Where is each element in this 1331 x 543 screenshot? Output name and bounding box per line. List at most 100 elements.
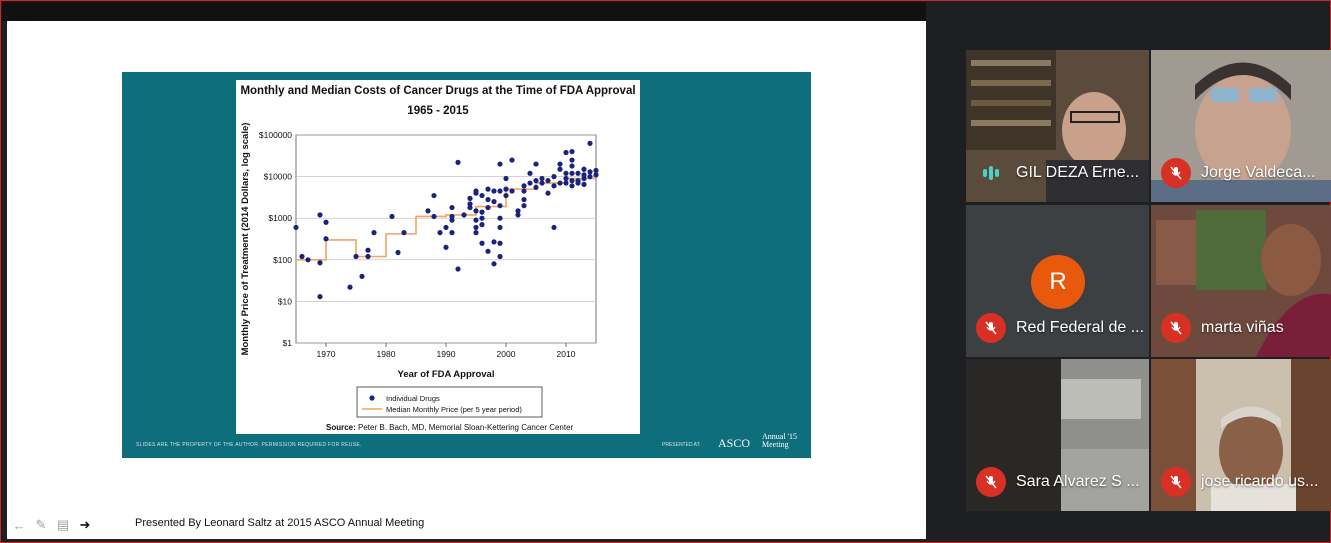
drug-point [587,169,593,175]
drug-point [551,183,557,189]
presentation-stage: $1 $10 $100 $1000 $10000 $100000 1970 1980 1990 2… [7,21,926,539]
drug-point [479,192,485,199]
drug-point [497,188,503,194]
drug-point [581,172,587,178]
drug-point [437,230,443,236]
participant-tile[interactable]: jose ricardo us... [1151,359,1331,511]
drug-point [521,203,527,209]
drug-point [395,249,401,256]
drug-point [503,186,509,192]
drug-point [317,212,323,218]
drug-point [515,208,521,214]
presenter-note: Presented By Leonard Saltz at 2015 ASCO … [135,517,425,529]
y-tick-label: $10 [278,296,292,306]
drug-point [389,213,395,220]
drug-point [593,172,599,178]
drug-point [443,224,449,231]
slide-footer-presented-at: PRESENTED AT: [662,442,701,448]
drug-point [593,167,599,174]
drug-point [431,213,437,220]
x-tick-label: 2010 [557,349,576,359]
drug-point [563,180,569,186]
participant-tile[interactable]: Sara Alvarez S ... [966,359,1149,511]
drug-point [533,161,539,167]
comment-icon[interactable]: ▤ [56,517,70,532]
y-tick-label: $1 [283,338,293,348]
y-axis-label: Monthly Price of Treatment (2014 Dollars… [240,123,251,356]
mic-off-icon [1161,158,1191,188]
source-text: Peter B. Bach, MD, Memorial Sloan-Ketter… [358,423,574,432]
participant-name: marta viñas [1201,319,1284,336]
participant-name: Red Federal de ... [1016,319,1145,336]
participant-tile[interactable]: marta viñas [1151,205,1331,357]
drug-point [473,217,479,223]
drug-point [515,212,521,218]
x-tick-label: 1990 [437,349,456,359]
drug-point [479,240,485,246]
drug-point [425,208,431,214]
participant-label: GIL DEZA Erne... [976,158,1139,188]
drug-point [449,217,455,223]
drug-point [317,260,323,266]
legend-label: Individual Drugs [386,394,440,403]
drug-point [449,204,455,211]
drug-point [569,183,575,189]
drug-point [545,178,551,184]
participant-label: Red Federal de ... [976,313,1144,343]
drug-point [485,204,491,211]
drug-point [323,236,329,242]
drug-point [485,186,491,192]
drug-point [479,222,485,228]
arrow-right-icon[interactable]: ➜ [79,517,91,532]
mic-off-icon [976,467,1006,497]
drug-point [521,196,527,203]
drug-point [557,166,563,172]
participant-name: jose ricardo us... [1201,473,1319,490]
chart-title: Monthly and Median Costs of Cancer Drugs… [240,85,636,97]
drug-point [521,188,527,194]
drug-point [431,192,437,199]
participant-name: GIL DEZA Erne... [1016,164,1140,181]
drug-point [365,247,371,253]
drug-point [587,174,593,180]
drug-point [473,190,479,196]
participant-name: Jorge Valdeca... [1201,164,1316,181]
pencil-icon[interactable]: ✎ [35,517,47,532]
chart-panel: $1 $10 $100 $1000 $10000 $100000 1970 1980 1990 2… [236,80,640,434]
drug-point [479,215,485,221]
participant-tile[interactable]: Jorge Valdeca... [1151,50,1331,202]
annual-meeting-logo: Annual '15 Meeting [762,433,797,449]
arrow-left-icon[interactable]: ← [12,517,26,533]
legend-label: Median Monthly Price (per 5 year period) [386,405,522,414]
x-tick-label: 2000 [497,349,516,359]
participant-video [1151,50,1331,202]
x-axis-label: Year of FDA Approval [398,369,495,380]
drug-point [551,174,557,180]
drug-point [527,170,533,176]
slide-toolbar: ← ✎ ▤ ➜ [11,517,93,533]
drug-point [551,224,557,231]
drug-point [485,196,491,203]
chart-subtitle: 1965 - 2015 [407,105,469,117]
drug-point [545,190,551,196]
drug-point [497,253,503,260]
y-tick-label: $100 [273,255,292,265]
drug-point [491,239,497,245]
drug-point [371,230,377,236]
drug-point [485,248,491,254]
legend-point-marker [369,395,375,401]
drug-point [293,224,299,231]
mic-off-icon [1161,467,1191,497]
drug-point [353,253,359,260]
participant-tile[interactable]: R Red Federal de ... [966,205,1149,357]
drug-point [563,149,569,156]
drug-point [359,273,365,279]
participant-label: jose ricardo us... [1161,467,1318,497]
participant-tile[interactable]: GIL DEZA Erne... [966,50,1149,202]
chart-source: Source: Peter B. Bach, MD, Memorial Sloa… [326,423,574,432]
participant-label: Jorge Valdeca... [1161,158,1315,188]
drug-point [569,163,575,169]
drug-point [581,166,587,172]
drug-point [491,199,497,205]
